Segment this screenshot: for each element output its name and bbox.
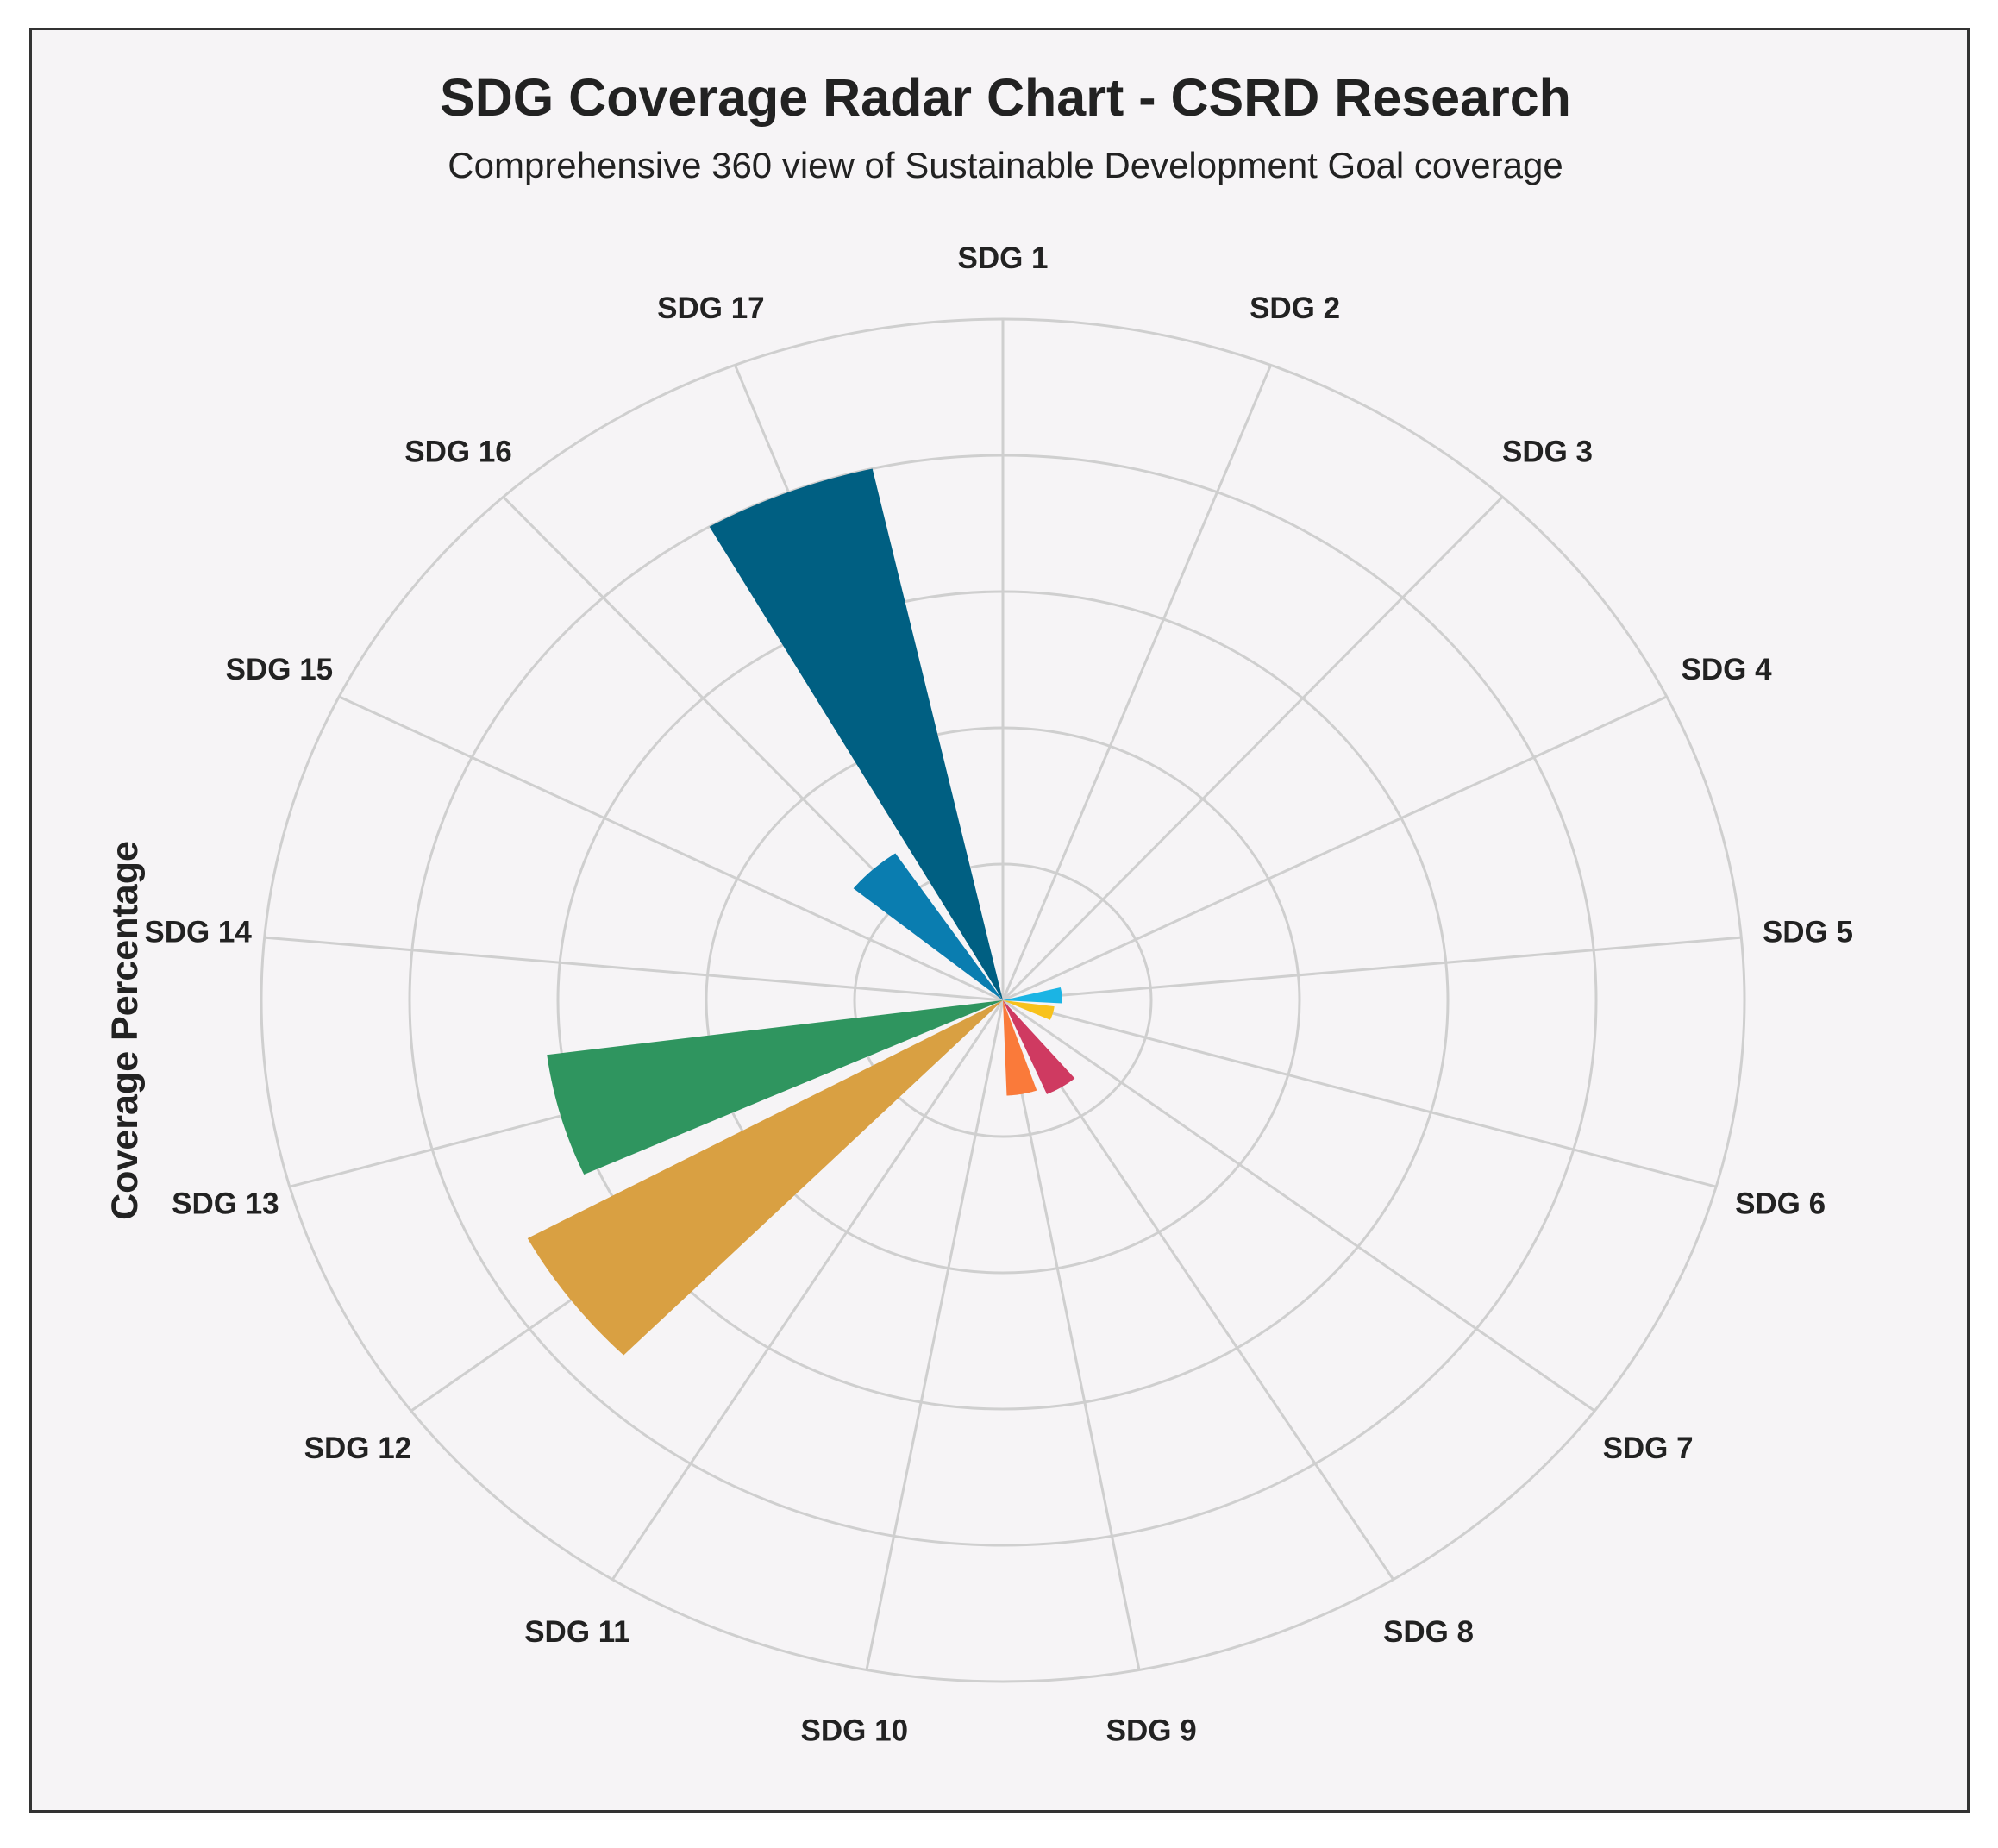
label-sdg-7: SDG 7 — [1603, 1431, 1694, 1465]
grid-spoke-14 — [264, 936, 1004, 1002]
grid-spoke-3 — [1001, 496, 1504, 1002]
grid-spoke-5 — [1002, 936, 1742, 1002]
grid-spoke-4 — [1002, 695, 1668, 1002]
label-sdg-15: SDG 15 — [226, 653, 334, 686]
sdg-radar-chart: SDG Coverage Radar Chart - CSRD Research… — [104, 68, 1853, 1748]
grid-spoke-10 — [865, 999, 1005, 1670]
label-sdg-16: SDG 16 — [404, 435, 512, 469]
bar-sdg-9 — [1003, 1000, 1037, 1096]
label-sdg-8: SDG 8 — [1383, 1615, 1474, 1649]
label-sdg-1: SDG 1 — [957, 241, 1048, 275]
grid-spoke-7 — [1002, 999, 1596, 1413]
grid-spoke-11 — [611, 999, 1005, 1581]
bar-sdg-17 — [709, 468, 1003, 1000]
chart-subtitle: Comprehensive 360 view of Sustainable De… — [448, 145, 1563, 185]
grid-spoke-15 — [338, 695, 1004, 1002]
label-sdg-5: SDG 5 — [1763, 916, 1853, 949]
label-sdg-17: SDG 17 — [657, 291, 765, 325]
label-sdg-2: SDG 2 — [1250, 291, 1340, 325]
label-sdg-14: SDG 14 — [144, 916, 252, 949]
bar-sdg-8 — [1003, 1000, 1075, 1094]
grid-spoke-9 — [1001, 999, 1141, 1670]
grid-spoke-6 — [1002, 999, 1717, 1188]
bar-series — [527, 468, 1075, 1356]
bar-sdg-12 — [527, 1000, 1003, 1356]
chart-title: SDG Coverage Radar Chart - CSRD Research — [440, 68, 1571, 127]
bar-sdg-5 — [1003, 987, 1062, 1004]
label-sdg-4: SDG 4 — [1682, 653, 1773, 686]
label-sdg-11: SDG 11 — [524, 1615, 630, 1649]
label-sdg-6: SDG 6 — [1735, 1187, 1826, 1221]
y-axis-label: Coverage Percentage — [104, 841, 146, 1220]
label-sdg-10: SDG 10 — [801, 1713, 909, 1747]
grid-spoke-2 — [1001, 364, 1273, 1001]
bar-sdg-16 — [853, 853, 1003, 1000]
label-sdg-9: SDG 9 — [1106, 1713, 1197, 1747]
label-sdg-13: SDG 13 — [172, 1187, 279, 1221]
bar-sdg-13 — [547, 1000, 1003, 1175]
label-sdg-3: SDG 3 — [1502, 435, 1593, 469]
label-sdg-12: SDG 12 — [304, 1431, 412, 1465]
grid-spoke-8 — [1001, 999, 1394, 1581]
category-labels: SDG 1 SDG 2 SDG 3 SDG 4 SDG 5 SDG 6 SDG 7 SDG 8… — [144, 241, 1853, 1748]
bar-sdg-6 — [1003, 1000, 1055, 1020]
chart-frame: SDG Coverage Radar Chart - CSRD Research… — [29, 28, 1970, 1813]
